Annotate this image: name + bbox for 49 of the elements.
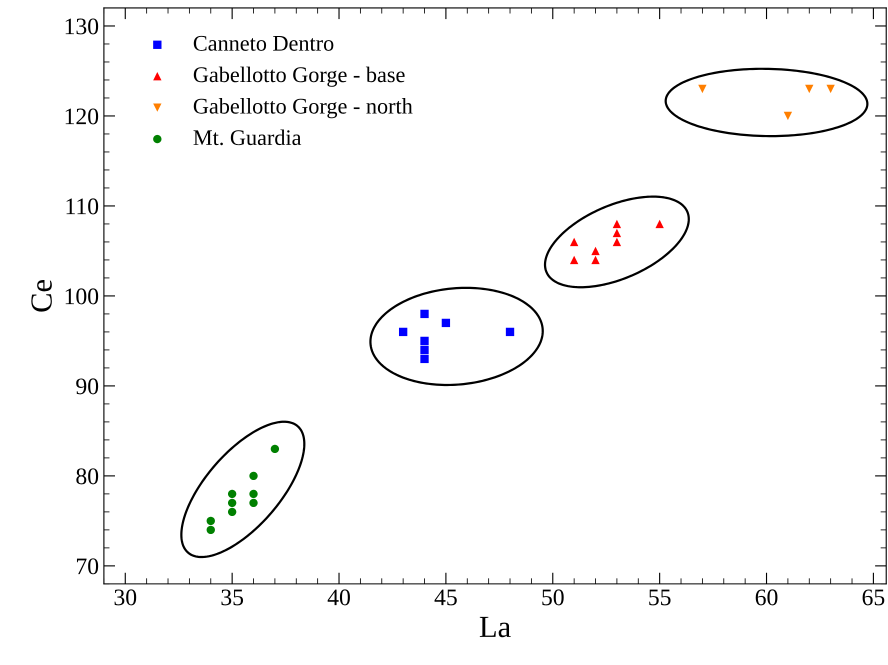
legend-label: Canneto Dentro (194, 36, 334, 51)
point (249, 498, 258, 508)
x-tick-label: 65 (862, 589, 884, 606)
point (591, 256, 600, 264)
point (442, 318, 450, 328)
legend-label: Gabellotto Gorge - north (194, 98, 413, 118)
point (249, 472, 258, 480)
x-axis-title: La (480, 616, 511, 638)
point (420, 336, 429, 346)
point (698, 84, 707, 94)
point (506, 328, 514, 336)
point (420, 310, 429, 318)
x-tick-label: 60 (756, 589, 778, 606)
point (784, 112, 792, 120)
y-tick-label: 80 (76, 468, 98, 484)
y-tick-label: 130 (66, 18, 98, 34)
y-axis-title: Ce (31, 280, 52, 312)
point (612, 228, 622, 238)
point (420, 346, 429, 354)
x-tick-label: 35 (221, 589, 244, 606)
x-tick-label: 45 (434, 590, 457, 606)
point (270, 444, 280, 454)
point (570, 238, 578, 246)
y-tick-label: 110 (66, 198, 98, 214)
point (612, 220, 622, 228)
point (420, 354, 429, 364)
point (249, 490, 258, 498)
point (612, 238, 622, 246)
x-tick-label: 30 (114, 589, 136, 606)
point (228, 498, 236, 508)
y-tick-label: 70 (76, 558, 98, 574)
legend-label: Gabellotto Gorge - base (194, 66, 405, 87)
point (826, 84, 835, 94)
point (398, 328, 408, 336)
x-tick-label: 55 (649, 590, 671, 606)
point (570, 256, 578, 264)
point (655, 220, 664, 228)
y-tick-label: 100 (66, 288, 98, 304)
y-tick-label: 90 (76, 378, 98, 394)
point (805, 84, 814, 94)
y-tick-label: 120 (66, 108, 98, 124)
point (228, 490, 236, 498)
point (206, 516, 215, 526)
point (206, 526, 215, 534)
x-tick-label: 40 (328, 589, 350, 606)
x-tick-label: 50 (542, 589, 564, 606)
point (228, 508, 236, 516)
legend-label: Mt. Guardia (194, 130, 302, 146)
point (591, 246, 600, 256)
